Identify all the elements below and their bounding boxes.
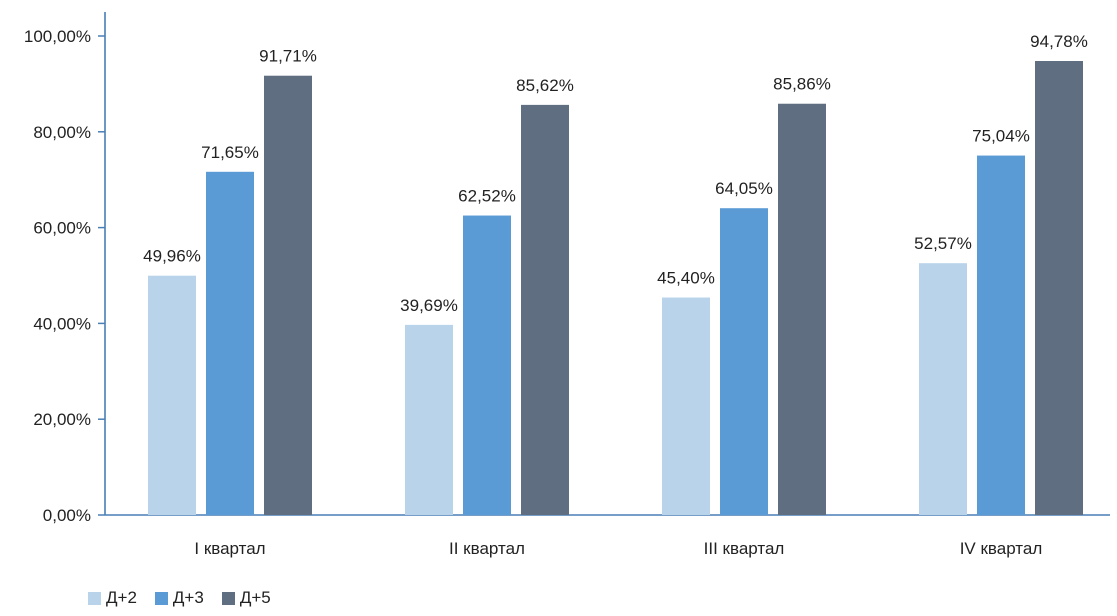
legend-swatch-d3 [154,591,168,605]
bar [521,104,569,516]
bar [919,263,967,515]
x-tick-label: IV квартал [960,539,1043,558]
legend-item-d3: Д+3 [154,588,204,608]
x-tick-label: I квартал [194,539,265,558]
legend-label-d3: Д+3 [172,588,204,607]
bar [778,103,826,516]
y-tick-label: 60,00% [33,219,91,238]
x-tick-label: II квартал [449,539,525,558]
bar [662,297,710,515]
data-label: 52,57% [914,234,972,253]
bar [1035,61,1083,516]
data-label: 85,86% [773,75,831,94]
y-tick-label: 0,00% [43,506,91,525]
legend-label-d5: Д+5 [239,588,271,607]
bar [405,324,453,515]
legend-swatch-d5 [221,591,235,605]
data-label: 62,52% [458,187,516,206]
data-label: 94,78% [1030,32,1088,51]
x-tick-label: III квартал [704,539,785,558]
legend: Д+2 Д+3 Д+5 [88,588,271,608]
data-label: 49,96% [143,247,201,266]
data-label: 39,69% [400,296,458,315]
data-label: 91,71% [259,47,317,66]
bar [264,75,312,515]
legend-item-d5: Д+5 [221,588,271,608]
legend-item-d2: Д+2 [88,588,137,608]
bar [977,155,1025,515]
legend-swatch-d2 [88,591,101,605]
data-label: 71,65% [201,143,259,162]
y-tick-label: 20,00% [33,410,91,429]
bar-chart: 0,00% 20,00% 40,00% 60,00% 80,00% 100,00% 49,9… [24,12,1110,558]
bar [206,171,254,515]
y-tick-label: 40,00% [33,314,91,333]
bar [720,208,768,515]
data-label: 75,04% [972,127,1030,146]
y-tick-label: 100,00% [24,27,91,46]
data-label: 45,40% [657,269,715,288]
y-tick-label: 80,00% [33,123,91,142]
bar [463,215,511,515]
data-label: 85,62% [516,76,574,95]
data-label: 64,05% [715,179,773,198]
bar [148,275,196,515]
legend-label-d2: Д+2 [106,588,137,607]
